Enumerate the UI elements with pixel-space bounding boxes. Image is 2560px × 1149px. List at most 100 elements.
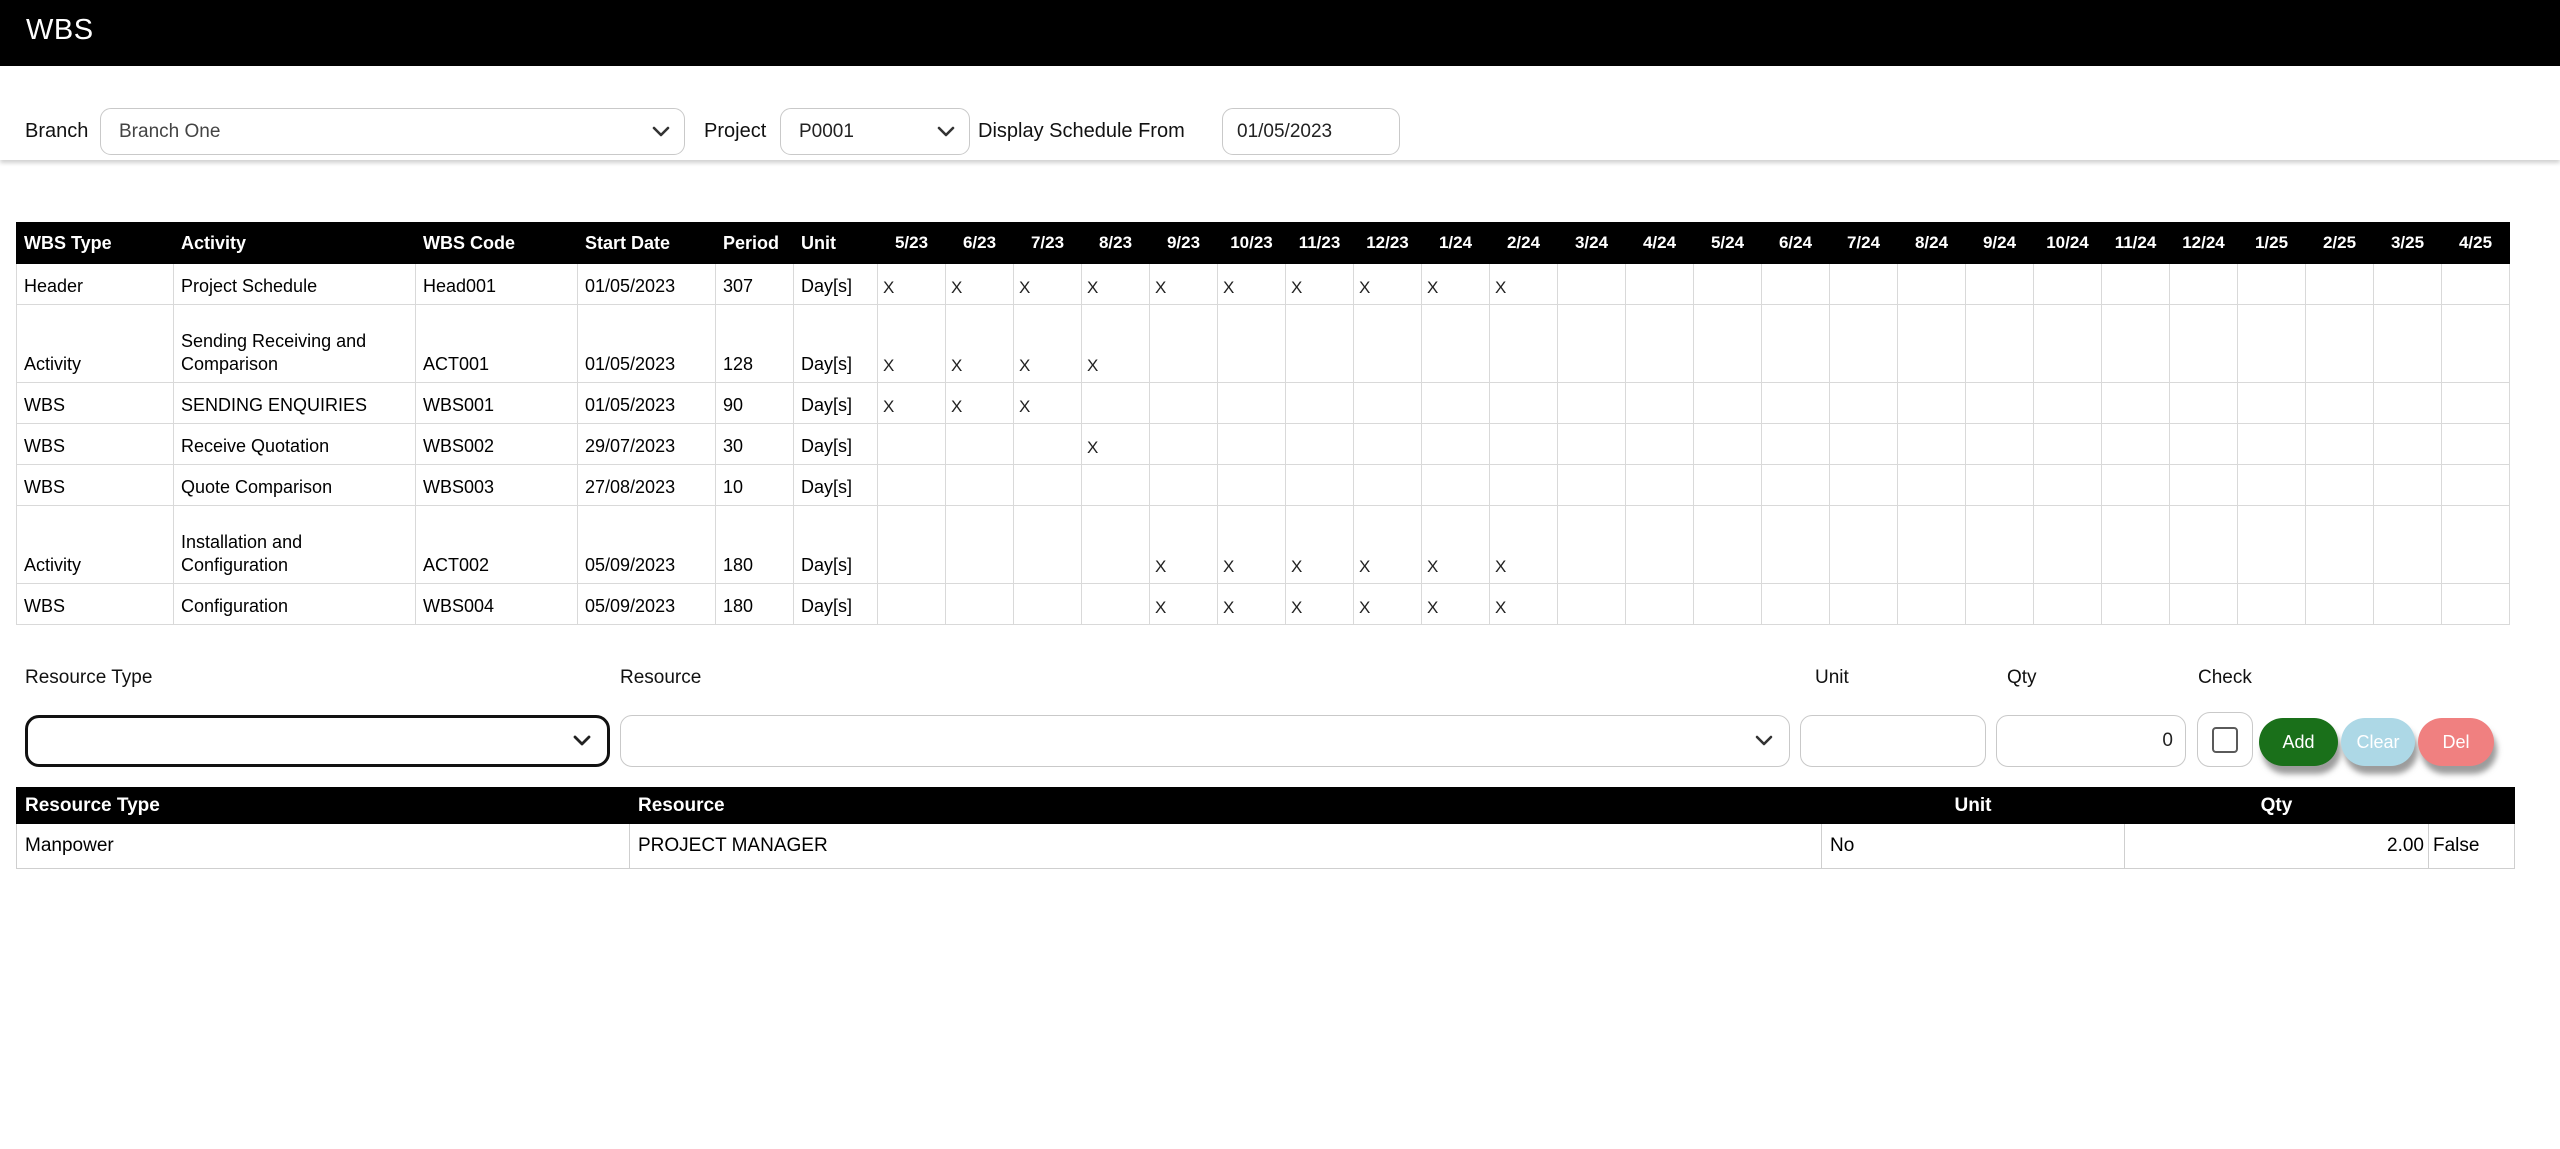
gantt-cell[interactable] (2237, 382, 2306, 424)
gantt-cell[interactable] (1557, 304, 1626, 383)
cell-activity[interactable]: Project Schedule (173, 263, 416, 305)
gantt-cell[interactable] (2101, 304, 2170, 383)
gantt-cell[interactable] (1829, 304, 1898, 383)
schedule-from-input[interactable] (1222, 108, 1400, 155)
gantt-cell[interactable]: X (1421, 583, 1490, 625)
gantt-cell[interactable]: X (1217, 263, 1286, 305)
cell-activity[interactable]: Configuration (173, 583, 416, 625)
gantt-cell[interactable] (1149, 464, 1218, 506)
gantt-cell[interactable]: X (877, 263, 946, 305)
gantt-cell[interactable] (1217, 382, 1286, 424)
gantt-cell[interactable] (1965, 263, 2034, 305)
gantt-cell[interactable] (2169, 464, 2238, 506)
schedule-row[interactable]: WBS SENDING ENQUIRIES WBS001 01/05/2023 90 Da… (16, 382, 2510, 424)
gantt-cell[interactable] (2033, 464, 2102, 506)
gantt-cell[interactable] (2237, 505, 2306, 584)
gantt-cell[interactable] (1489, 304, 1558, 383)
gantt-cell[interactable] (2169, 583, 2238, 625)
gantt-cell[interactable] (1829, 583, 1898, 625)
gantt-cell[interactable] (1829, 505, 1898, 584)
gantt-cell[interactable]: X (1217, 583, 1286, 625)
cell-activity[interactable]: Installation and Configuration (173, 505, 416, 584)
gantt-cell[interactable] (2169, 304, 2238, 383)
gantt-cell[interactable] (2237, 423, 2306, 465)
cell-start-date[interactable]: 01/05/2023 (577, 263, 716, 305)
gantt-cell[interactable] (2441, 505, 2510, 584)
gantt-cell[interactable]: X (877, 304, 946, 383)
gantt-cell[interactable] (1897, 382, 1966, 424)
clear-button[interactable]: Clear (2341, 718, 2415, 766)
gantt-cell[interactable] (1013, 505, 1082, 584)
cell-activity[interactable]: Quote Comparison (173, 464, 416, 506)
gantt-cell[interactable] (1081, 464, 1150, 506)
cell-check[interactable]: False (2428, 823, 2515, 869)
gantt-cell[interactable] (2237, 464, 2306, 506)
gantt-cell[interactable] (2305, 304, 2374, 383)
cell-wbs-code[interactable]: WBS002 (415, 423, 578, 465)
cell-unit[interactable]: Day[s] (793, 505, 878, 584)
gantt-cell[interactable] (2373, 304, 2442, 383)
gantt-cell[interactable] (2033, 505, 2102, 584)
gantt-cell[interactable]: X (1013, 382, 1082, 424)
cell-wbs-code[interactable]: ACT001 (415, 304, 578, 383)
gantt-cell[interactable] (1761, 423, 1830, 465)
cell-wbs-code[interactable]: WBS004 (415, 583, 578, 625)
cell-start-date[interactable]: 05/09/2023 (577, 583, 716, 625)
cell-period[interactable]: 180 (715, 583, 794, 625)
cell-wbs-type[interactable]: WBS (16, 464, 174, 506)
gantt-cell[interactable] (877, 505, 946, 584)
cell-activity[interactable]: SENDING ENQUIRIES (173, 382, 416, 424)
gantt-cell[interactable]: X (1285, 583, 1354, 625)
gantt-cell[interactable]: X (1081, 304, 1150, 383)
gantt-cell[interactable]: X (1149, 505, 1218, 584)
gantt-cell[interactable] (1693, 382, 1762, 424)
gantt-cell[interactable] (1829, 263, 1898, 305)
gantt-cell[interactable] (1965, 583, 2034, 625)
gantt-cell[interactable] (2373, 464, 2442, 506)
gantt-cell[interactable] (1693, 304, 1762, 383)
gantt-cell[interactable] (2101, 505, 2170, 584)
gantt-cell[interactable] (1693, 423, 1762, 465)
gantt-cell[interactable] (1965, 464, 2034, 506)
gantt-cell[interactable] (2373, 583, 2442, 625)
qty-input[interactable] (1996, 715, 2186, 767)
gantt-cell[interactable] (2169, 423, 2238, 465)
cell-wbs-type[interactable]: WBS (16, 583, 174, 625)
gantt-cell[interactable] (1761, 505, 1830, 584)
gantt-cell[interactable] (2441, 423, 2510, 465)
gantt-cell[interactable]: X (1081, 263, 1150, 305)
gantt-cell[interactable] (1625, 505, 1694, 584)
cell-wbs-code[interactable]: WBS001 (415, 382, 578, 424)
gantt-cell[interactable] (2101, 464, 2170, 506)
gantt-cell[interactable] (2305, 464, 2374, 506)
gantt-cell[interactable] (1285, 464, 1354, 506)
gantt-cell[interactable] (1489, 382, 1558, 424)
gantt-cell[interactable] (1965, 423, 2034, 465)
schedule-row[interactable]: Activity Installation and Configuration AC… (16, 505, 2510, 584)
schedule-row[interactable]: WBS Receive Quotation WBS002 29/07/2023 30 Da… (16, 423, 2510, 465)
cell-activity[interactable]: Receive Quotation (173, 423, 416, 465)
gantt-cell[interactable]: X (1081, 423, 1150, 465)
gantt-cell[interactable] (1013, 583, 1082, 625)
gantt-cell[interactable] (1421, 464, 1490, 506)
gantt-cell[interactable]: X (1217, 505, 1286, 584)
gantt-cell[interactable]: X (877, 382, 946, 424)
gantt-cell[interactable]: X (1421, 505, 1490, 584)
cell-unit[interactable]: Day[s] (793, 304, 878, 383)
cell-wbs-code[interactable]: WBS003 (415, 464, 578, 506)
gantt-cell[interactable] (1965, 505, 2034, 584)
gantt-cell[interactable] (2033, 583, 2102, 625)
gantt-cell[interactable] (1217, 423, 1286, 465)
gantt-cell[interactable] (2169, 382, 2238, 424)
gantt-cell[interactable] (1081, 583, 1150, 625)
gantt-cell[interactable] (2441, 583, 2510, 625)
unit-input[interactable] (1800, 715, 1986, 767)
gantt-cell[interactable] (1421, 304, 1490, 383)
cell-unit[interactable]: Day[s] (793, 263, 878, 305)
gantt-cell[interactable] (1081, 505, 1150, 584)
cell-wbs-type[interactable]: WBS (16, 382, 174, 424)
gantt-cell[interactable] (2169, 263, 2238, 305)
del-button[interactable]: Del (2418, 718, 2494, 766)
cell-unit[interactable]: Day[s] (793, 583, 878, 625)
gantt-cell[interactable] (1693, 464, 1762, 506)
